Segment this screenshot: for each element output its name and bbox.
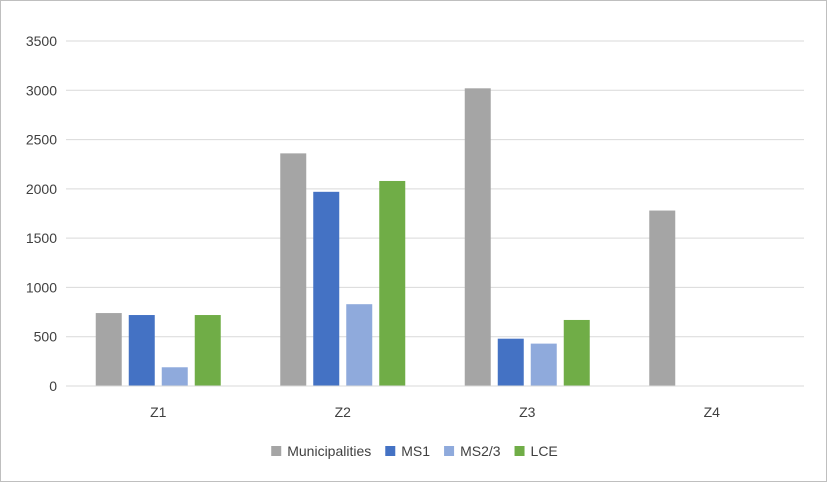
bar-lce-z1 — [194, 315, 221, 386]
y-tick-label: 1500 — [26, 230, 57, 246]
bar-lce-z3 — [563, 319, 590, 386]
bar-ms2-3-z3 — [530, 343, 557, 386]
y-tick-label: 3000 — [26, 82, 57, 98]
y-tick-label: 3500 — [26, 33, 57, 49]
bars — [95, 88, 676, 387]
y-tick-label: 1000 — [26, 279, 57, 295]
legend-label: MS2/3 — [460, 443, 501, 459]
y-tick-label: 2500 — [26, 132, 57, 148]
legend-label: MS1 — [401, 443, 430, 459]
legend-swatch — [385, 446, 396, 456]
bar-municipalities-z1 — [95, 313, 122, 386]
y-tick-label: 500 — [34, 329, 58, 345]
bar-ms1-z2 — [313, 191, 340, 386]
x-axis-ticks: Z1 Z2 Z3 Z4 — [150, 404, 720, 420]
x-tick-label: Z2 — [335, 404, 352, 420]
legend-label: Municipalities — [287, 443, 371, 459]
bar-municipalities-z4 — [649, 210, 676, 386]
x-tick-label: Z1 — [150, 404, 167, 420]
y-tick-label: 0 — [49, 378, 57, 394]
bar-ms2-3-z2 — [346, 304, 373, 386]
bar-municipalities-z2 — [280, 153, 307, 386]
legend-swatch — [271, 446, 282, 456]
bar-ms2-3-z1 — [161, 367, 188, 386]
legend-swatch — [514, 446, 525, 456]
bar-lce-z2 — [379, 180, 406, 386]
gridlines — [66, 40, 804, 338]
legend-label: LCE — [531, 443, 558, 459]
x-tick-label: Z3 — [519, 404, 536, 420]
legend-swatch — [444, 446, 455, 456]
bar-ms1-z3 — [497, 338, 524, 386]
legend: Municipalities MS1 MS2/3 LCE — [271, 443, 558, 459]
x-tick-label: Z4 — [704, 404, 721, 420]
bar-municipalities-z3 — [464, 88, 491, 387]
y-axis-ticks: 0 500 1000 1500 2000 2500 3000 3500 — [26, 33, 57, 394]
bar-ms1-z1 — [128, 315, 155, 386]
y-tick-label: 2000 — [26, 181, 57, 197]
